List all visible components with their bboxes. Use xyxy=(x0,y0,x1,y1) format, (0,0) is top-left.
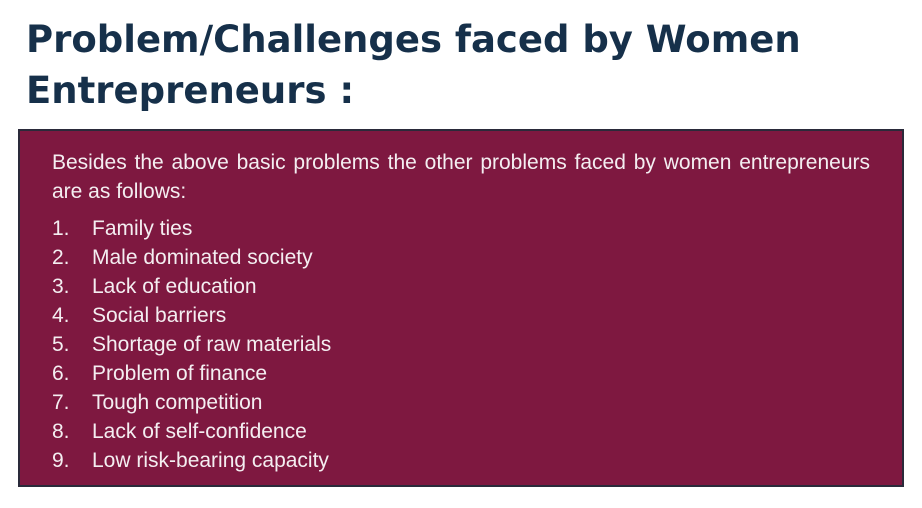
slide-title: Problem/Challenges faced by Women Entrep… xyxy=(26,14,906,116)
list-item-number: 6. xyxy=(52,362,70,385)
challenges-list: 1. Family ties 2. Male dominated society… xyxy=(52,214,870,475)
list-item: 3. Lack of education xyxy=(52,272,870,301)
list-item-text: Shortage of raw materials xyxy=(92,333,332,356)
list-item: 1. Family ties xyxy=(52,214,870,243)
list-item-text: Family ties xyxy=(92,217,193,240)
list-item-text: Lack of self-confidence xyxy=(92,420,307,443)
list-item: 7. Tough competition xyxy=(52,388,870,417)
content-panel: Besides the above basic problems the oth… xyxy=(18,129,904,487)
list-item-text: Lack of education xyxy=(92,275,257,298)
list-item-number: 8. xyxy=(52,420,70,443)
intro-paragraph: Besides the above basic problems the oth… xyxy=(52,151,870,203)
list-item-text: Tough competition xyxy=(92,391,263,414)
list-item-text: Social barriers xyxy=(92,304,227,327)
slide-title-line-2: Entrepreneurs : xyxy=(26,69,355,112)
list-item-number: 3. xyxy=(52,275,70,298)
list-item: 9. Low risk-bearing capacity xyxy=(52,446,870,475)
list-item-text: Male dominated society xyxy=(92,246,313,269)
list-item: 5. Shortage of raw materials xyxy=(52,330,870,359)
list-item-number: 4. xyxy=(52,304,70,327)
slide-title-line-1: Problem/Challenges faced by Women xyxy=(26,18,801,61)
list-item: 6. Problem of finance xyxy=(52,359,870,388)
list-item-text: Low risk-bearing capacity xyxy=(92,449,329,472)
list-item: 4. Social barriers xyxy=(52,301,870,330)
list-item-number: 7. xyxy=(52,391,70,414)
list-item: 2. Male dominated society xyxy=(52,243,870,272)
list-item-number: 5. xyxy=(52,333,70,356)
list-item-number: 1. xyxy=(52,217,70,240)
list-item-text: Problem of finance xyxy=(92,362,268,385)
list-item-number: 2. xyxy=(52,246,70,269)
list-item-number: 9. xyxy=(52,449,70,472)
list-item: 8. Lack of self-confidence xyxy=(52,417,870,446)
